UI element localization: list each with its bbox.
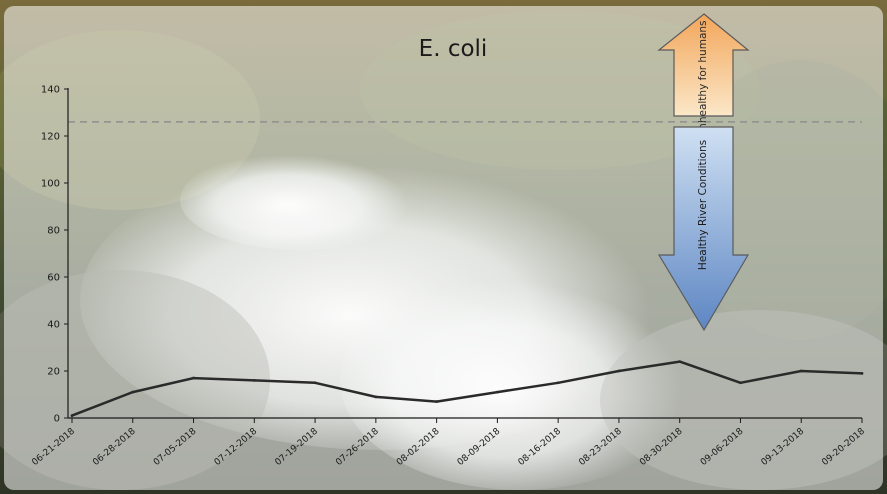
- data-point: [192, 376, 195, 380]
- data-point: [617, 369, 621, 373]
- healthy-arrow-shape: [657, 126, 750, 332]
- data-point: [860, 371, 864, 375]
- y-tick-label: 0: [54, 414, 60, 425]
- data-point: [313, 381, 317, 385]
- unhealthy-arrow: Unhealthy for humans: [657, 13, 750, 138]
- data-point: [556, 381, 560, 385]
- y-tick-label: 140: [41, 85, 60, 96]
- data-point: [435, 400, 439, 403]
- data-point: [252, 379, 256, 382]
- data-point: [131, 390, 135, 394]
- y-tick-label: 80: [47, 226, 60, 237]
- y-tick-label: 20: [47, 367, 60, 378]
- data-point: [678, 360, 682, 363]
- data-points: [70, 360, 864, 418]
- series-line: [71, 360, 863, 417]
- y-tick-label: 100: [41, 179, 60, 190]
- healthy-arrow: Healthy River Conditions: [657, 126, 750, 332]
- y-tick-label: 60: [47, 273, 60, 284]
- data-point: [739, 381, 742, 385]
- data-point: [495, 390, 499, 394]
- y-tick-label: 40: [47, 320, 60, 331]
- unhealthy-label: Unhealthy for humans: [697, 20, 709, 137]
- y-axis-ticks: 0 20 40 60 80 100 120 140: [41, 85, 68, 425]
- data-point: [70, 414, 74, 418]
- chart-title: E. coli: [419, 36, 488, 62]
- unhealthy-arrow-shape: [657, 13, 750, 117]
- healthy-label: Healthy River Conditions: [697, 140, 709, 270]
- data-point: [799, 369, 803, 373]
- data-point: [374, 395, 378, 399]
- y-tick-label: 120: [41, 132, 60, 143]
- chart-panel: [4, 6, 883, 490]
